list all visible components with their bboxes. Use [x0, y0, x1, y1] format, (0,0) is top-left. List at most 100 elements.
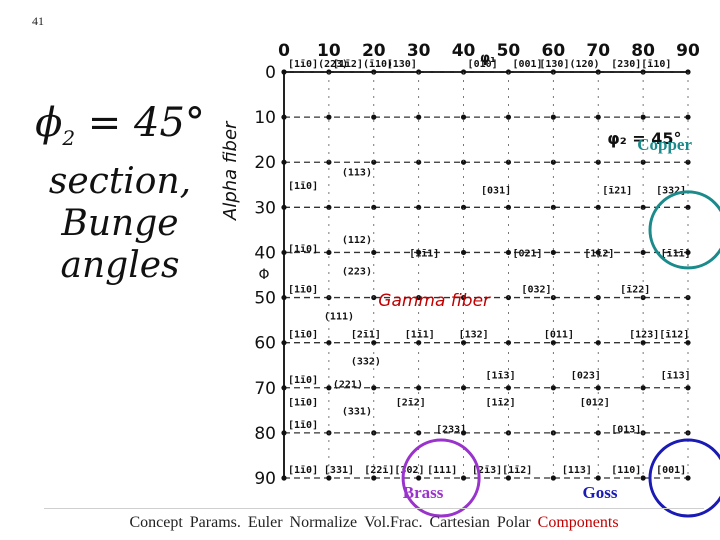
miller-index-label: [110] — [611, 465, 641, 476]
grid-node-dot — [550, 385, 556, 391]
grid-node-dot — [326, 385, 332, 391]
grid-node-dot — [371, 249, 377, 256]
grid-node-dot — [460, 159, 467, 165]
grid-node-dot — [281, 204, 287, 210]
y-tick-label: 90 — [254, 469, 276, 489]
grid-node-dot — [326, 475, 332, 481]
x-axis-symbol: φ₁ — [480, 51, 496, 66]
grid-node-dot — [281, 475, 287, 481]
title-line-section: section, — [48, 161, 192, 202]
miller-index-label: [22ī][302] — [364, 465, 424, 476]
nav-item-params[interactable]: Params. — [189, 514, 241, 531]
grid-node-dot — [640, 340, 646, 346]
y-tick-label: 10 — [254, 108, 276, 128]
miller-index-label: (332) — [351, 357, 381, 368]
component-circle-goss — [648, 438, 720, 518]
grid-node-dot — [550, 475, 556, 481]
gamma-fiber-label: Gamma fiber — [378, 291, 491, 311]
miller-index-label: [ī22] — [620, 285, 650, 296]
nav-item-normalize[interactable]: Normalize — [289, 514, 358, 531]
nav-item-euler[interactable]: Euler — [247, 514, 283, 531]
miller-index-label: [013] — [611, 424, 641, 435]
grid-node-dot — [685, 114, 691, 120]
grid-node-dot — [505, 475, 512, 481]
grid-node-dot — [505, 159, 512, 165]
grid-node-dot — [281, 340, 287, 346]
grid-node-dot — [685, 475, 691, 481]
y-tick-label: 50 — [254, 289, 276, 309]
y-tick-label: 20 — [254, 153, 276, 173]
grid-node-dot — [505, 249, 512, 256]
miller-index-label: [130](120) — [539, 59, 599, 70]
miller-index-label: [1ī0] — [288, 285, 318, 296]
miller-index-label: [1ī0](223) — [288, 59, 348, 70]
grid-node-dot — [460, 114, 467, 120]
grid-node-dot — [640, 159, 646, 165]
miller-index-label: (331) — [342, 406, 372, 417]
grid-node-dot — [505, 114, 512, 120]
grid-node-dot — [371, 475, 377, 481]
miller-index-label: [ī13] — [661, 370, 691, 381]
grid-node-dot — [281, 385, 287, 391]
grid-node-dot — [595, 385, 601, 391]
grid-node-dot — [371, 340, 377, 346]
component-label-goss: Goss — [583, 483, 618, 502]
miller-index-label: [1ī0] — [288, 420, 318, 431]
grid-node-dot — [281, 249, 287, 256]
grid-node-dot — [640, 114, 646, 120]
miller-index-label: [032] — [521, 285, 551, 296]
grid-node-dot — [640, 385, 646, 391]
grid-node-dot — [281, 159, 287, 165]
grid-node-dot — [685, 159, 691, 165]
miller-index-label: [010] — [468, 59, 498, 70]
grid-node-dot — [595, 475, 601, 481]
grid-node-dot — [550, 340, 556, 346]
grid-node-dot — [685, 204, 691, 210]
navigation-bar: Concept Params. Euler Normalize Vol.Frac. Car… — [44, 508, 704, 537]
grid-node-dot — [595, 204, 601, 210]
grid-node-dot — [460, 475, 467, 481]
x-tick-label: 70 — [586, 41, 610, 61]
x-tick-label: 80 — [631, 41, 655, 61]
slide-number: 41 — [32, 14, 44, 28]
slide-title: ϕ2 = 45° section, Bunge angles — [20, 100, 220, 287]
nav-item-volfrac[interactable]: Vol.Frac. — [364, 514, 423, 531]
grid-node-dot — [505, 340, 512, 346]
grid-node-dot — [460, 385, 467, 391]
title-line-angles: angles — [60, 245, 180, 286]
y-tick-label: 30 — [254, 198, 276, 218]
grid-node-dot — [281, 114, 287, 120]
nav-item-components[interactable]: Components — [537, 514, 619, 531]
grid-node-dot — [460, 204, 467, 210]
y-tick-label: 70 — [254, 379, 276, 399]
grid-node-dot — [281, 430, 287, 436]
miller-index-label: [331] — [324, 465, 354, 476]
component-label-brass: Brass — [403, 483, 444, 502]
miller-index-label: [1ī0] — [288, 244, 318, 255]
miller-index-label: [132] — [459, 330, 489, 341]
y-axis-symbol: Φ — [258, 267, 269, 283]
miller-index-label: [031] — [481, 185, 511, 196]
nav-item-cartesian[interactable]: Cartesian — [429, 514, 490, 531]
miller-index-label: [233] — [436, 424, 466, 435]
miller-index-label: (113) — [342, 167, 372, 178]
miller-index-label: [2ī2] — [396, 397, 426, 408]
grid-node-dot — [685, 249, 691, 256]
miller-index-label: [1ī2](ī10) — [333, 59, 393, 70]
grid-node-dot — [685, 385, 691, 391]
miller-index-label: [001] — [512, 59, 542, 70]
nav-item-polar[interactable]: Polar — [496, 514, 531, 531]
grid-node-dot — [371, 114, 377, 120]
nav-item-concept[interactable]: Concept — [129, 514, 183, 531]
component-label-copper: Copper — [637, 135, 692, 154]
miller-index-label: [230][ī10] — [611, 59, 671, 70]
grid-node-dot — [416, 385, 422, 391]
grid-node-dot — [505, 385, 512, 391]
x-tick-label: 60 — [541, 41, 565, 61]
grid-node-dot — [460, 340, 467, 346]
miller-index-label: [332] — [656, 185, 686, 196]
grid-node-dot — [685, 340, 691, 346]
miller-index-label: [1ī3] — [486, 370, 516, 381]
grid-node-dot — [326, 340, 332, 346]
grid-node-dot — [640, 249, 646, 256]
